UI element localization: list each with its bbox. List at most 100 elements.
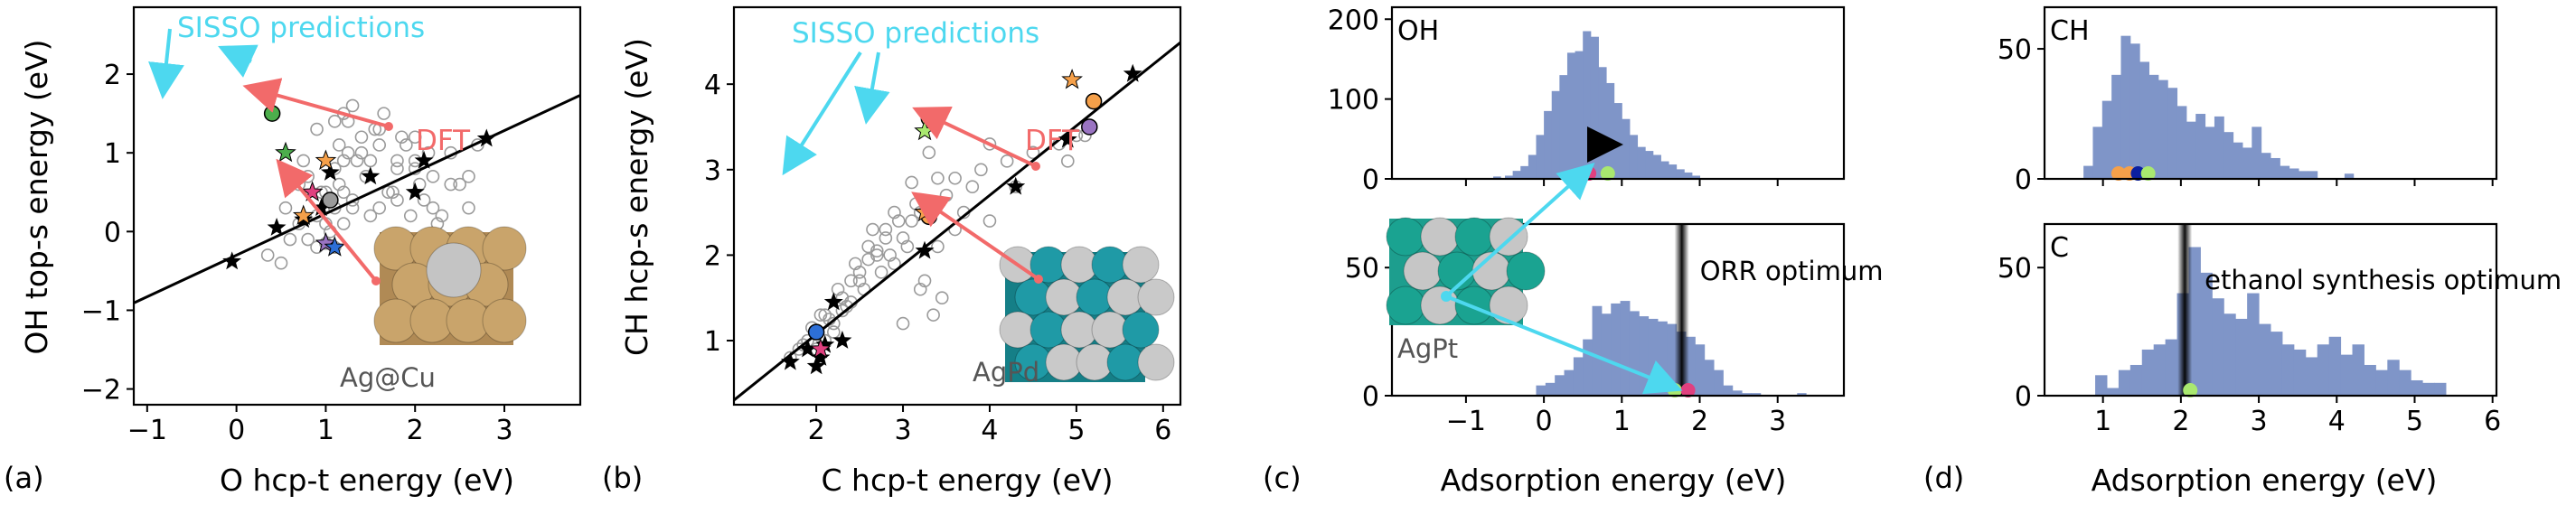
panel-d-c-bar-10 bbox=[2212, 298, 2224, 396]
panel-a-ytick-label-0: −2 bbox=[81, 375, 121, 407]
panel-b-calc-point-49 bbox=[879, 231, 893, 245]
panel-a-calc-point-17 bbox=[417, 193, 431, 207]
panel-d-c-bar-24 bbox=[2375, 369, 2388, 396]
panel-d-ch-bar-4 bbox=[2120, 35, 2131, 180]
panel-b-inset-atom-4 bbox=[1122, 246, 1160, 284]
panel-d-ch-bar-15 bbox=[2223, 132, 2234, 179]
panel-a-xtick-label-0: −1 bbox=[127, 415, 167, 446]
panel-b-fit-star-5 bbox=[832, 331, 852, 349]
panel-c-o-ytick-label-0: 0 bbox=[1362, 381, 1379, 413]
panel-d-c-bar-0 bbox=[2095, 375, 2108, 396]
panel-a-calc-point-24 bbox=[278, 201, 293, 215]
panel-b-dft-arrow-origin-1 bbox=[1031, 162, 1040, 171]
panel-a-calc-point-22 bbox=[462, 201, 475, 215]
panel-b-calc-point-13 bbox=[896, 231, 910, 245]
panel-b-ytick-label-0: 1 bbox=[704, 326, 721, 358]
panel-a-inset-atom-3 bbox=[482, 226, 527, 271]
panel-d-ch-bar-12 bbox=[2195, 114, 2206, 179]
panel-d-c-xtick-label-4: 5 bbox=[2406, 406, 2423, 437]
panel-a-fit-star-5 bbox=[414, 150, 434, 169]
panel-b-inset-atom-9 bbox=[1137, 278, 1175, 316]
panel-label-a: (a) bbox=[4, 461, 44, 495]
panel-d-c-bar-23 bbox=[2364, 364, 2376, 396]
panel-c-oh-ytick-label-0: 0 bbox=[1362, 164, 1379, 196]
panel-d-c-bar-29 bbox=[2434, 382, 2447, 396]
panel-a-ytick-label-3: 1 bbox=[104, 138, 121, 170]
panel-a-calc-point-0 bbox=[260, 248, 275, 262]
panel-b-sisso-circle-5 bbox=[1085, 92, 1103, 110]
panel-a-sisso-arrow-0 bbox=[148, 28, 184, 99]
panel-d-c-xtick-label-1: 2 bbox=[2172, 406, 2189, 437]
panel-c-oh-bar-2 bbox=[1520, 165, 1529, 179]
panel-d-c-bar-9 bbox=[2200, 272, 2213, 396]
panel-c-oh-bar-6 bbox=[1551, 90, 1560, 179]
panel-b-calc-point-52 bbox=[931, 171, 945, 185]
panel-a-dft-arrow-1 bbox=[276, 158, 378, 283]
panel-a-ytick-label-2: 0 bbox=[104, 217, 121, 248]
panel-a-xtick-label-2: 1 bbox=[317, 415, 334, 446]
panel-d-c-bar-3 bbox=[2129, 364, 2143, 396]
panel-d-ch-bar-1 bbox=[2092, 126, 2103, 179]
panel-c-o-xtick-label-1: 0 bbox=[1536, 406, 1553, 437]
panel-d-c-bar-5 bbox=[2153, 344, 2167, 396]
panel-c-o-bar-6 bbox=[1592, 305, 1603, 396]
panel-d-ch-bar-23 bbox=[2299, 171, 2308, 179]
panel-d-c-bar-16 bbox=[2281, 344, 2295, 396]
panel-d-c-bar-6 bbox=[2165, 339, 2178, 396]
panel-a-sisso-star-6 bbox=[315, 231, 337, 253]
panel-b-dft-label: DFT bbox=[1025, 125, 1080, 157]
panel-b-xtick-label-4: 6 bbox=[1154, 415, 1171, 446]
panel-c-arrow-upper bbox=[1444, 162, 1595, 298]
panel-c-oh-frame bbox=[1390, 5, 1846, 181]
panel-b-calc-point-21 bbox=[965, 180, 980, 194]
panel-d-ch-bar-9 bbox=[2167, 88, 2178, 179]
panel-d-ch-bar-10 bbox=[2176, 106, 2187, 179]
panel-b-xtick-label-3: 5 bbox=[1067, 415, 1085, 446]
panel-b-ytick-label-2: 3 bbox=[704, 155, 721, 187]
panel-c-inset-atom-2-3 bbox=[1489, 285, 1528, 325]
panel-d-ch-bar-13 bbox=[2205, 126, 2215, 179]
panel-c-o-bar-1 bbox=[1545, 382, 1556, 396]
panel-b-calc-point-6 bbox=[835, 291, 850, 305]
panel-d-ch-bar-22 bbox=[2289, 168, 2299, 179]
panel-b-inset bbox=[999, 246, 1175, 382]
panel-b-calc-point-51 bbox=[913, 282, 927, 296]
panel-b-sisso-arrow-1 bbox=[854, 51, 890, 125]
panel-a-calc-point-21 bbox=[453, 177, 466, 192]
panel-a-calc-point-35 bbox=[395, 130, 409, 145]
panel-a-sisso-label: SISSO predictions bbox=[177, 12, 425, 44]
panel-b-fit-star-9 bbox=[915, 240, 935, 259]
panel-d-ch-bar-11 bbox=[2186, 121, 2196, 179]
panel-c-oh-bar-3 bbox=[1528, 154, 1537, 179]
panel-a-calc-point-29 bbox=[341, 145, 355, 160]
panel-c-oh-bar-9 bbox=[1575, 51, 1584, 180]
panel-c-o-bar-18 bbox=[1704, 360, 1715, 396]
panel-a-xtick-label-4: 3 bbox=[495, 415, 512, 446]
panel-a-inset bbox=[373, 226, 527, 345]
panel-b-calc-point-25 bbox=[1026, 145, 1040, 160]
panel-b-ytick-label-3: 4 bbox=[704, 70, 721, 101]
panel-a-fit-star-3 bbox=[361, 166, 381, 185]
panel-b-calc-point-61 bbox=[982, 137, 997, 151]
panel-c-oh-bar-1 bbox=[1512, 171, 1521, 179]
panel-b-frame bbox=[732, 5, 1182, 407]
panel-a-calc-point-15 bbox=[400, 138, 413, 152]
panel-c-xlabel: Adsorption energy (eV) bbox=[1441, 463, 1787, 498]
panel-a-calc-point-2 bbox=[283, 232, 297, 247]
panel-d-c-marker-0 bbox=[2183, 383, 2198, 397]
panel-d-ch-marker-0 bbox=[2111, 166, 2126, 181]
panel-a-fit-star-1 bbox=[267, 218, 287, 236]
panel-c-inset bbox=[1386, 217, 1546, 325]
panel-c-o-bar-4 bbox=[1573, 357, 1584, 396]
panel-c-inset-atom-2-0 bbox=[1386, 285, 1425, 325]
panel-d-c-bar-19 bbox=[2317, 344, 2330, 396]
panel-d-c-ytick-label-1: 50 bbox=[1998, 253, 2032, 285]
panel-a-calc-point-42 bbox=[345, 98, 360, 113]
panel-c-o-bar-2 bbox=[1555, 375, 1565, 396]
panel-c-oh-bar-4 bbox=[1536, 135, 1545, 179]
panel-b-xtick-label-2: 4 bbox=[981, 415, 998, 446]
panel-c-o-bar-23 bbox=[1751, 393, 1762, 396]
panel-a-calc-point-25 bbox=[296, 154, 311, 168]
